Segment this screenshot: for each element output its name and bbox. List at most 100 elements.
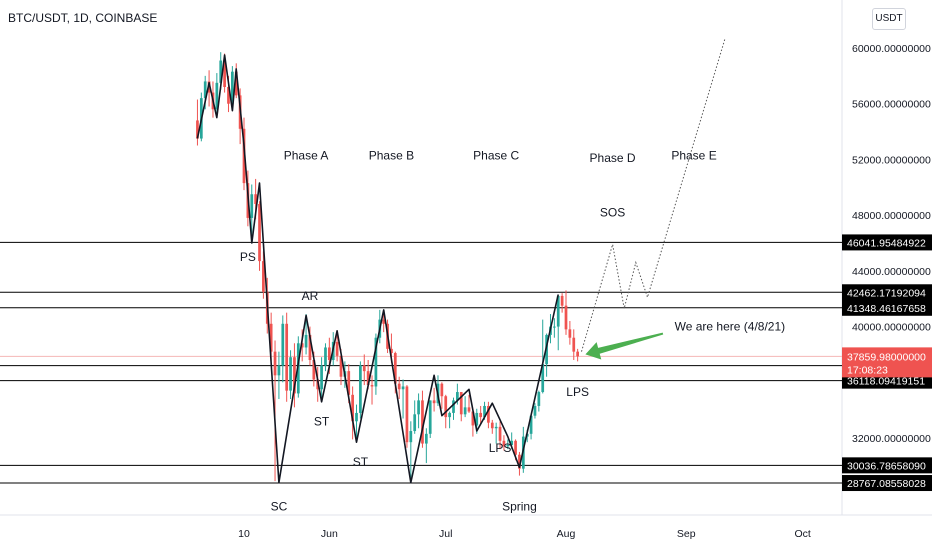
callout-text: We are here (4/8/21) [675,320,786,334]
wyckoff-wave-line [196,54,559,484]
candle-body [452,400,455,413]
candle-body [440,383,444,397]
candle-body [262,261,265,292]
candle-body [444,396,448,418]
phase-label: Phase B [369,148,414,162]
x-tick-label: Aug [557,528,576,540]
event-label: PS [240,250,256,264]
candle-body [366,371,370,386]
candle-body [483,405,486,418]
level-tag [842,234,932,251]
candle-body [231,71,234,104]
event-label: ST [353,455,369,469]
candle-body [359,365,362,413]
candle-body [475,412,479,426]
candle-body [568,329,572,338]
candle-body [382,319,386,324]
phase-label: Phase A [284,148,329,162]
candle-body [537,392,541,406]
candle-body [564,305,568,330]
candle-body [335,341,339,356]
candle-body [487,405,490,423]
x-tick-label: Jul [439,528,452,540]
candle-body [576,351,579,357]
candle-body [250,194,254,218]
phase-label: Phase D [590,151,636,165]
candle-body [293,357,296,394]
candle-body [355,412,358,422]
candle-body [393,353,397,384]
candle-body [479,412,483,418]
candle-body [362,365,366,372]
level-tag-label: 42462.17192094 [847,287,926,299]
candle-body [258,204,261,262]
candle-body [273,351,277,376]
candle-body [281,323,285,366]
candle-body [277,365,281,376]
candle-body [300,343,304,348]
y-tick-label: 44000.00000000 [852,266,931,278]
candle-body [203,81,207,99]
candle-body [518,454,521,469]
event-label: ST [314,414,330,428]
candle-body [560,295,564,306]
candle-body [510,440,514,445]
countdown-label: 17:08:23 [847,364,888,376]
phase-label: Phase C [473,148,519,162]
candle-body [397,383,401,390]
candle-body [312,360,316,380]
event-label: SOS [600,206,625,220]
candle-body [494,426,498,429]
candle-body [347,371,351,395]
candle-body [254,194,257,204]
candle-body [459,392,463,415]
candle-body [424,433,428,444]
candle-body [308,334,312,360]
y-tick-label: 56000.00000000 [852,99,931,111]
currency-button[interactable]: USDT [872,8,906,30]
candle-body [541,364,545,393]
candle-body [405,386,409,443]
phase-label: Phase E [671,148,716,162]
candle-body [234,71,238,96]
candle-body [529,415,533,434]
candle-body [227,87,230,104]
candle-body [219,60,223,83]
candle-body [370,385,374,387]
projection-path [581,38,726,352]
candle-body [463,407,467,415]
event-label: LPS [566,385,589,399]
candle-body [242,128,246,184]
candle-body [324,347,327,366]
level-tag [842,299,932,316]
candle-body [506,444,510,447]
candle-body [339,355,343,377]
x-tick-label: Oct [794,528,810,540]
candle-body [490,422,494,429]
y-tick-label: 60000.00000000 [852,43,931,55]
level-tag-label: 30036.78658090 [847,460,926,472]
candle-body [432,400,436,404]
candle-body [417,400,420,415]
y-tick-label: 40000.00000000 [852,322,931,334]
candle-body [289,357,292,391]
candle-body [471,411,475,426]
level-tag-label: 36118.09419151 [847,376,925,388]
event-label: Spring [502,499,537,513]
last-price-tag [842,347,932,378]
candle-body [572,337,576,352]
candle-body [514,440,517,455]
candle-body [223,60,226,87]
candle-body [304,334,308,348]
candle-body [215,82,219,110]
candle-body [320,365,323,390]
candle-body [556,295,560,327]
candle-body [456,392,459,401]
candle-body [296,343,300,394]
candle-body [196,120,199,139]
candle-body [285,323,289,391]
level-tag [842,475,932,492]
candle-body [413,414,417,432]
candle-body [390,348,393,354]
